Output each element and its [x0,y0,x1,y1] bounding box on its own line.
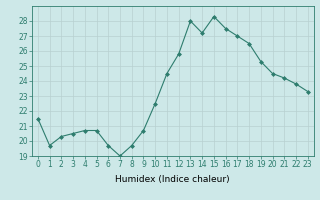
X-axis label: Humidex (Indice chaleur): Humidex (Indice chaleur) [116,175,230,184]
